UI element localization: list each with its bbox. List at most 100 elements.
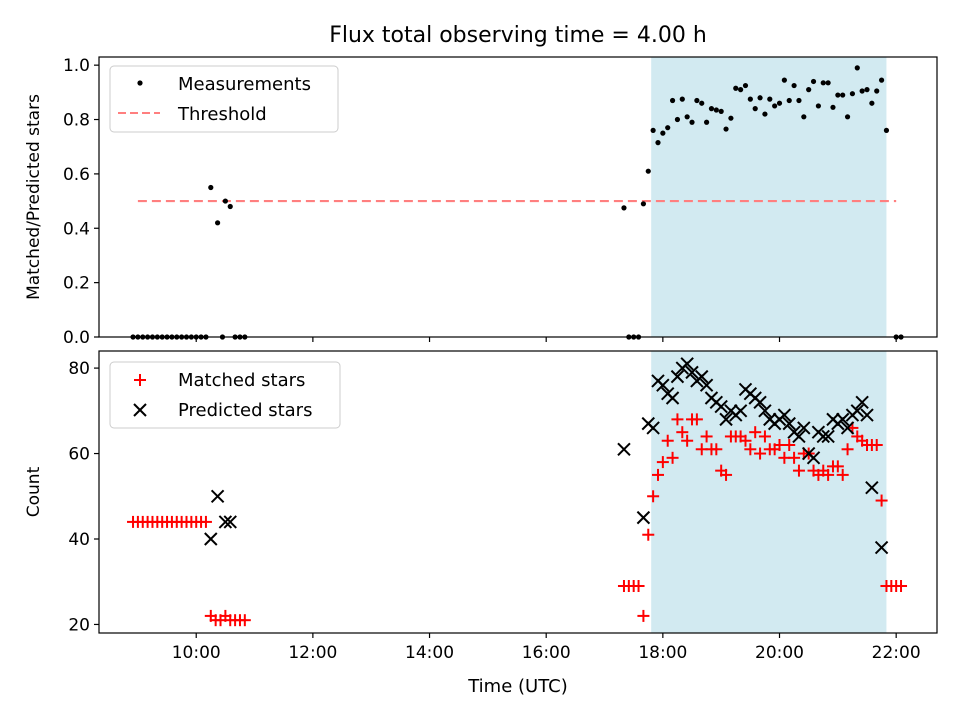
predicted-star-point [782, 416, 796, 431]
predicted-star-point [699, 378, 714, 392]
legend-measurements-label: Measurements [178, 74, 311, 95]
count-axes-frame [98, 350, 938, 634]
measurement-point [227, 203, 233, 210]
count-x-axis: 10:00 12:00 14:00 16:00 18:00 20:00 22:00 [172, 633, 921, 663]
measurement-point [801, 114, 807, 120]
x-tick-label: 22:00 [872, 643, 921, 663]
x-tick-label: 14:00 [405, 643, 454, 663]
measurement-point [791, 82, 797, 89]
measurement-point [621, 205, 627, 211]
predicted-star-point [806, 451, 821, 465]
y-tick-label: 40 [68, 530, 90, 550]
legend-matched-label: Matched stars [178, 370, 305, 391]
measurement-point [786, 97, 792, 104]
matched-star-point [788, 451, 801, 464]
measurement-point [694, 97, 700, 104]
predicted-star-point [218, 515, 233, 529]
predicted-star-point [855, 395, 869, 409]
matched-star-point [637, 609, 650, 622]
predicted-star-point [665, 391, 680, 405]
predicted-star-point [617, 442, 631, 456]
matched-star-point [238, 614, 251, 627]
predicted-star-point [865, 481, 879, 495]
measurement-point [733, 85, 739, 91]
matched-star-point [875, 494, 888, 507]
legend-measurements-marker [137, 80, 143, 86]
count-legend-box [109, 361, 341, 429]
matched-star-point [700, 430, 713, 443]
predicted-star-point [777, 408, 792, 422]
x-tick-label: 18:00 [638, 643, 687, 663]
measurement-point [208, 184, 214, 191]
matched-star-point [754, 447, 767, 460]
matched-star-point [676, 426, 689, 439]
measurement-point [830, 104, 836, 110]
observing-window-highlight [651, 57, 887, 337]
x-tick-label: 10:00 [172, 643, 221, 663]
predicted-star-point [797, 421, 811, 435]
measurement-point [859, 88, 865, 94]
predicted-star-point [646, 421, 660, 435]
ratio-y-axis: 0.0 0.2 0.4 0.6 0.8 1.0 [63, 56, 99, 348]
count-y-axis: 20 40 60 80 [68, 359, 99, 635]
measurement-point [660, 130, 666, 136]
matched-star-point [783, 439, 796, 451]
measurement-point [655, 140, 661, 146]
ratio-y-axis-label: Matched/Predicted stars [24, 94, 44, 300]
measurement-point [728, 115, 734, 121]
measurement-point [222, 198, 228, 204]
matched-star-point [666, 451, 679, 464]
ratio-legend: Measurements Threshold [109, 65, 339, 133]
predicted-star-point [874, 540, 889, 555]
predicted-star-point [680, 357, 694, 371]
measurement-point [874, 88, 880, 94]
measurement-point [810, 78, 817, 85]
predicted-star-point [758, 404, 772, 418]
measurement-point [878, 77, 885, 83]
y-tick-label: 0.8 [63, 111, 90, 131]
x-axis-label: Time (UTC) [467, 676, 568, 697]
measurement-point [757, 95, 763, 101]
matched-star-point [822, 468, 835, 481]
legend-predicted-label: Predicted stars [178, 400, 312, 421]
measurement-point [854, 65, 860, 71]
matched-star-point [744, 443, 757, 456]
predicted-star-point [695, 369, 709, 384]
measurement-point [796, 97, 802, 104]
predicted-star-point [714, 399, 728, 414]
measurement-point [747, 96, 753, 102]
y-tick-label: 1.0 [63, 56, 90, 76]
measurement-point [781, 77, 787, 83]
measurement-point [689, 119, 695, 125]
measurement-point [762, 111, 768, 117]
y-tick-label: 0.0 [63, 328, 90, 348]
y-tick-label: 0.4 [63, 219, 90, 239]
measurement-point [679, 96, 685, 102]
ratio-plot-area [130, 65, 904, 340]
matched-star-point [632, 580, 645, 592]
predicted-star-point [816, 429, 830, 444]
y-tick-label: 20 [68, 615, 90, 635]
ratio-panel: 0.0 0.2 0.4 0.6 0.8 1.0 Matched/Predicted sta… [24, 56, 938, 348]
matched-star-point [739, 434, 752, 447]
observing-window-highlight [651, 351, 887, 633]
matched-star-point [671, 413, 684, 426]
predicted-star-point [850, 404, 864, 418]
y-tick-label: 80 [68, 359, 90, 379]
matched-star-point [681, 434, 694, 447]
measurement-point [806, 87, 812, 93]
matched-star-point [651, 468, 664, 481]
measurement-point [849, 91, 856, 97]
matched-star-point [720, 468, 733, 481]
measurement-point [738, 87, 744, 93]
count-panel: 20 40 60 80 10:00 12:00 14:00 16:00 18:00 20:00 2… [24, 350, 938, 663]
matched-star-point [749, 426, 762, 439]
ratio-x-axis [195, 337, 897, 342]
measurement-point [772, 103, 778, 109]
measurement-point [723, 126, 729, 132]
legend-threshold-label: Threshold [177, 104, 267, 125]
predicted-star-point [210, 489, 225, 503]
matched-star-point [199, 515, 212, 528]
measurement-point [713, 107, 719, 113]
